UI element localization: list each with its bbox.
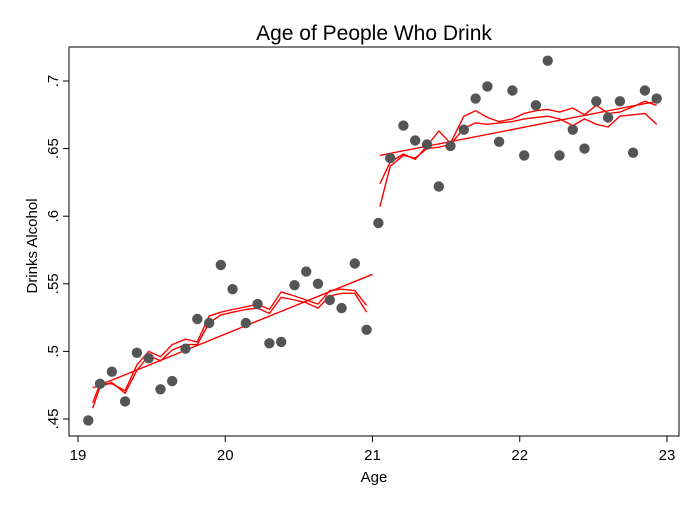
data-point [602, 112, 614, 123]
x-tick-label: 19 [70, 447, 87, 464]
data-point [530, 100, 542, 111]
data-point [519, 150, 530, 161]
y-axis-ticks: .45 .5 .55 .6 .65 .7 [45, 75, 69, 430]
data-point [155, 384, 166, 395]
data-point [94, 378, 106, 389]
data-point [301, 266, 312, 277]
fit-line-above-21 [379, 100, 657, 157]
data-point [398, 120, 409, 131]
y-tick-label: .65 [45, 138, 62, 159]
fit-line-below-21 [92, 292, 368, 409]
data-point [554, 150, 565, 161]
data-point [410, 135, 421, 146]
data-point [579, 143, 590, 154]
data-point [276, 336, 287, 348]
data-point [482, 81, 493, 92]
data-point [227, 284, 238, 295]
x-tick-label: 23 [659, 447, 676, 464]
data-point [252, 298, 263, 310]
data-point [591, 96, 602, 107]
data-point [627, 147, 639, 158]
data-point [143, 353, 154, 364]
data-point [83, 415, 94, 426]
fit-line-above-21 [379, 112, 658, 207]
data-point [289, 280, 300, 291]
data-point [336, 302, 347, 314]
plot-frame [68, 46, 680, 437]
x-axis-ticks: 19 20 21 22 23 [70, 436, 676, 464]
data-point [385, 152, 396, 164]
fit-line-below-21 [92, 273, 373, 389]
x-tick-label: 22 [511, 447, 528, 464]
data-point [203, 317, 215, 329]
data-point [312, 278, 324, 289]
x-axis-label: Age [361, 469, 388, 486]
chart-title: Age of People Who Drink [256, 22, 492, 45]
data-point [614, 96, 626, 107]
data-point [264, 338, 275, 349]
data-point [106, 366, 118, 377]
data-point [240, 317, 252, 329]
fit-line-above-21 [379, 100, 657, 185]
y-tick-label: .7 [45, 75, 62, 88]
fit-lines [92, 100, 658, 409]
data-point [639, 85, 651, 96]
data-point [324, 294, 335, 306]
data-point [470, 93, 481, 104]
data-point [542, 55, 553, 66]
data-point [507, 85, 518, 96]
data-point [373, 217, 384, 229]
data-point [567, 124, 578, 135]
data-point [215, 259, 226, 271]
data-point [167, 375, 178, 387]
y-tick-label: .6 [45, 210, 62, 223]
data-point [180, 343, 191, 354]
x-tick-label: 20 [217, 447, 234, 464]
data-point [119, 396, 131, 407]
y-axis-label: Drinks Alcohol [24, 198, 41, 293]
y-tick-label: .55 [45, 273, 62, 294]
data-point [131, 347, 143, 358]
data-point [458, 124, 469, 135]
data-point [421, 139, 433, 150]
y-tick-label: .5 [45, 345, 62, 358]
fit-line-below-21 [92, 288, 368, 404]
data-point [433, 181, 444, 192]
data-point [651, 93, 662, 104]
x-tick-label: 21 [364, 447, 381, 464]
data-point [349, 258, 360, 269]
data-point [493, 136, 505, 147]
data-point [361, 324, 372, 335]
data-point [445, 140, 456, 152]
y-tick-label: .45 [45, 409, 62, 430]
data-points [83, 55, 662, 426]
data-point [192, 313, 203, 325]
